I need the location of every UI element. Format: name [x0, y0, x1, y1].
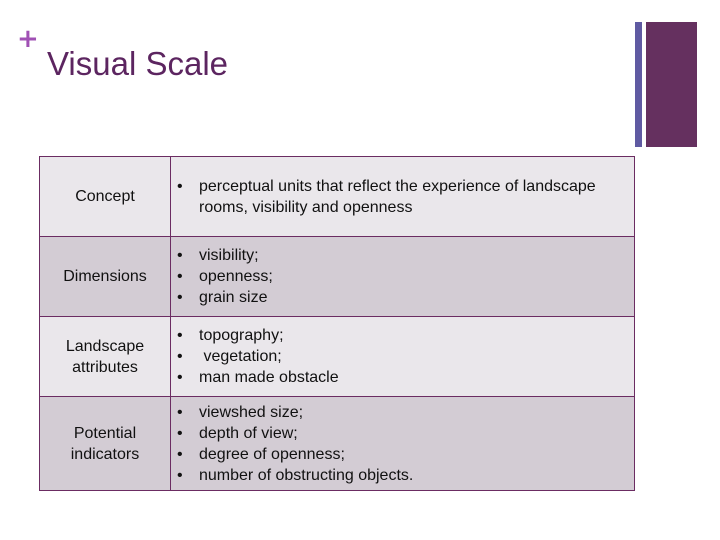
bullet-item: depth of view; [177, 423, 626, 444]
bullet-list: perceptual units that reflect the experi… [171, 176, 634, 218]
bullet-item: number of obstructing objects. [177, 465, 626, 486]
plus-icon: + [17, 24, 39, 54]
bullet-item: topography; [177, 325, 626, 346]
table-row: Dimensions visibility; openness; grain s… [39, 236, 635, 317]
row-label: Concept [39, 156, 171, 237]
bullet-item: perceptual units that reflect the experi… [177, 176, 626, 218]
accent-bar-thin [635, 22, 642, 147]
slide-title: Visual Scale [47, 45, 229, 82]
bullet-list: viewshed size; depth of view; degree of … [171, 402, 634, 486]
bullet-item: man made obstacle [177, 367, 626, 388]
bullet-item: degree of openness; [177, 444, 626, 465]
row-content: topography; vegetation; man made obstacl… [170, 316, 635, 397]
bullet-list: topography; vegetation; man made obstacl… [171, 325, 634, 388]
bullet-item: vegetation; [177, 346, 626, 367]
row-label: Potential indicators [39, 396, 171, 491]
row-label-text: Potential indicators [70, 424, 140, 463]
row-label-text: Landscape attributes [65, 337, 145, 376]
row-label: Dimensions [39, 236, 171, 317]
bullet-item: visibility; [177, 245, 626, 266]
table-row: Concept perceptual units that reflect th… [39, 156, 635, 237]
bullet-item: grain size [177, 287, 626, 308]
row-content: perceptual units that reflect the experi… [170, 156, 635, 237]
row-label-text: Concept [75, 188, 135, 205]
content-table: Concept perceptual units that reflect th… [39, 156, 635, 491]
accent-bar-thick [646, 22, 697, 147]
row-content: viewshed size; depth of view; degree of … [170, 396, 635, 491]
table-row: Potential indicators viewshed size; dept… [39, 396, 635, 491]
table-row: Landscape attributes topography; vegetat… [39, 316, 635, 397]
row-label: Landscape attributes [39, 316, 171, 397]
bullet-list: visibility; openness; grain size [171, 245, 634, 308]
row-content: visibility; openness; grain size [170, 236, 635, 317]
bullet-item: openness; [177, 266, 626, 287]
row-label-text: Dimensions [63, 268, 147, 285]
bullet-item: viewshed size; [177, 402, 626, 423]
